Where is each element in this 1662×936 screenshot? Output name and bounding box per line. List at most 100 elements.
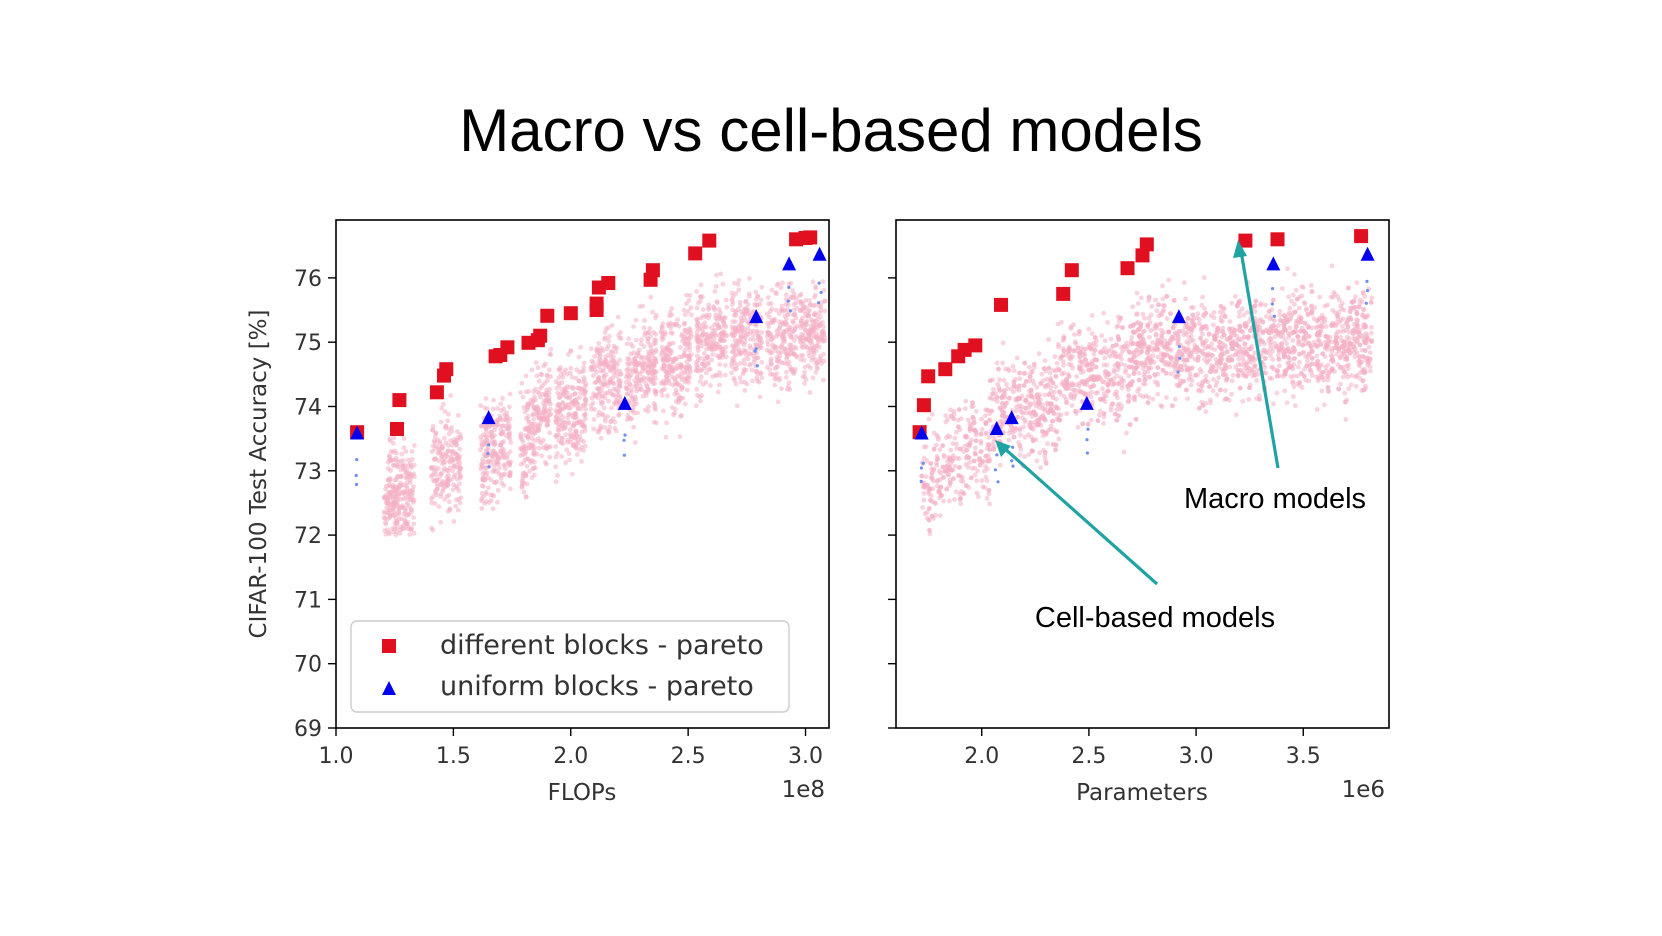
sample-point	[1326, 388, 1331, 394]
sample-point	[443, 423, 449, 429]
sample-point	[964, 434, 970, 440]
sample-point	[450, 451, 455, 456]
sample-point	[973, 445, 978, 451]
sample-point	[958, 446, 963, 452]
sample-point	[633, 337, 639, 343]
sample-point	[412, 443, 417, 448]
sample-point	[980, 484, 986, 490]
sample-point	[648, 294, 654, 300]
sample-point	[1325, 362, 1331, 368]
sample-point	[967, 421, 973, 426]
sample-point	[1185, 316, 1191, 321]
sample-point	[1210, 322, 1216, 328]
sample-point	[497, 413, 503, 419]
sample-point	[1180, 328, 1186, 334]
different-blocks-point	[540, 308, 555, 323]
sample-point	[719, 334, 725, 340]
sample-point	[986, 491, 992, 497]
sample-point	[672, 377, 678, 383]
sample-point	[723, 297, 729, 303]
sample-point	[648, 366, 654, 372]
sample-point	[1142, 315, 1147, 321]
sample-point	[784, 361, 790, 367]
sample-point	[696, 300, 701, 306]
sample-point	[579, 459, 584, 464]
sample-point	[941, 454, 947, 460]
sample-point	[1367, 350, 1373, 356]
sample-point	[1134, 311, 1140, 317]
sample-point	[1119, 404, 1125, 409]
sample-point	[616, 379, 621, 384]
sample-point	[745, 356, 751, 362]
sample-point	[739, 340, 745, 345]
sample-point	[1277, 313, 1283, 318]
sample-point	[1168, 359, 1174, 365]
sample-point	[1017, 376, 1023, 382]
sample-point	[653, 347, 659, 353]
sample-point	[530, 442, 535, 448]
sample-point	[804, 319, 810, 324]
sample-point	[944, 486, 950, 492]
sample-point	[548, 411, 554, 417]
sample-point	[483, 459, 489, 465]
sample-point	[407, 532, 413, 537]
sample-point	[542, 460, 548, 465]
sample-point	[490, 506, 496, 512]
sample-point	[751, 359, 757, 365]
sample-point	[1195, 311, 1201, 317]
sample-point	[647, 342, 653, 348]
sample-point	[1252, 303, 1258, 309]
sample-point	[1260, 319, 1266, 325]
sample-point	[776, 311, 782, 316]
sample-point	[1063, 352, 1069, 358]
flops-y-tick-label: 75	[294, 331, 322, 356]
sample-point	[1230, 372, 1236, 378]
sample-point	[783, 350, 789, 356]
sample-point	[502, 471, 508, 477]
sample-point	[672, 410, 678, 416]
sample-point	[667, 364, 673, 369]
sample-point	[576, 354, 582, 360]
sample-point	[1302, 301, 1308, 306]
sample-point	[695, 392, 700, 398]
sample-point	[921, 497, 927, 503]
sample-point	[741, 315, 747, 321]
sample-point	[1229, 353, 1235, 359]
sample-point	[810, 375, 816, 381]
sample-point	[700, 307, 706, 312]
sample-point	[479, 496, 484, 502]
sample-point	[601, 373, 607, 379]
sample-point	[1224, 396, 1229, 402]
sample-point	[721, 315, 727, 321]
sample-point	[1044, 430, 1049, 435]
sample-point	[456, 497, 461, 502]
sample-point	[713, 332, 719, 338]
sample-point	[1220, 325, 1226, 331]
sample-point	[977, 456, 982, 461]
sample-point	[736, 287, 742, 293]
sample-point	[1287, 305, 1293, 311]
sample-point	[989, 396, 994, 401]
sample-point	[536, 445, 542, 451]
sample-point	[548, 346, 554, 352]
sample-point	[682, 320, 688, 326]
sample-point	[678, 344, 683, 350]
sample-point	[1073, 341, 1079, 347]
sample-point	[974, 478, 980, 484]
sample-point	[1164, 395, 1169, 400]
sample-point	[1141, 372, 1147, 378]
uniform-sample-dot	[354, 473, 358, 478]
sample-point	[759, 359, 765, 365]
sample-point	[1340, 374, 1346, 380]
sample-point	[1276, 323, 1281, 328]
sample-point	[1042, 392, 1048, 398]
sample-point	[663, 434, 669, 440]
different-blocks-point	[500, 340, 515, 355]
sample-point	[559, 435, 565, 441]
sample-point	[1077, 365, 1083, 371]
sample-point	[1050, 380, 1056, 386]
sample-point	[753, 297, 759, 302]
sample-point	[975, 494, 981, 499]
sample-point	[1149, 304, 1155, 309]
sample-point	[1079, 399, 1085, 404]
